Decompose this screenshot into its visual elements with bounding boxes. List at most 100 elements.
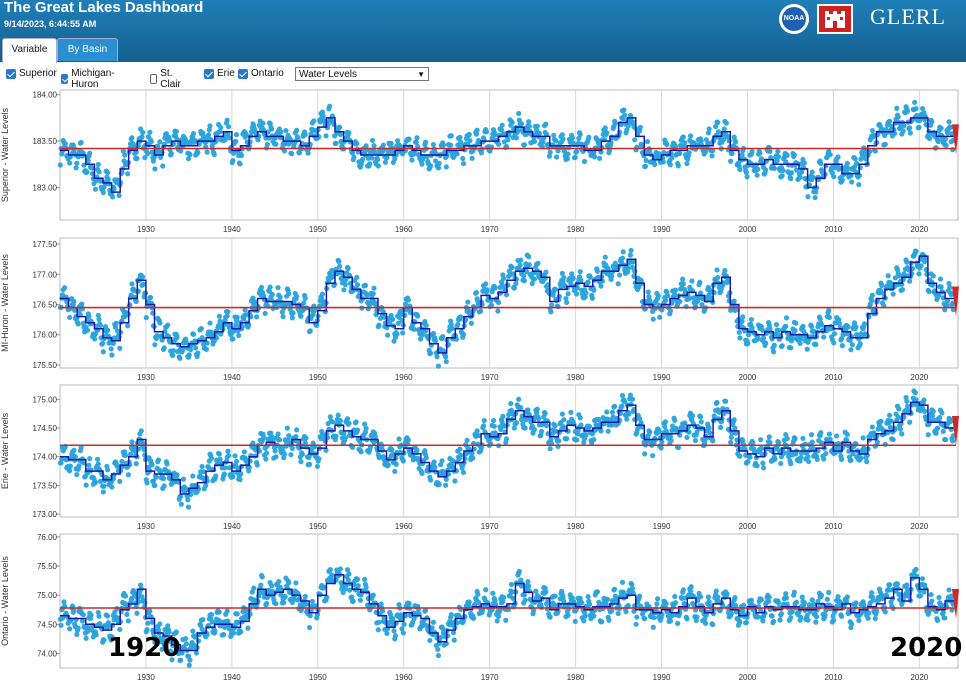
data-point xyxy=(280,314,286,320)
checkbox-erie[interactable]: Erie xyxy=(204,68,235,79)
data-point xyxy=(642,616,648,622)
data-point xyxy=(371,143,377,149)
data-point xyxy=(776,154,782,160)
data-point xyxy=(869,424,876,430)
data-point xyxy=(327,103,333,109)
data-point xyxy=(780,167,786,174)
data-point xyxy=(890,436,896,443)
data-point xyxy=(907,278,913,284)
data-point xyxy=(247,611,253,617)
data-point xyxy=(516,568,522,574)
checkbox-box[interactable] xyxy=(6,68,16,79)
data-point xyxy=(427,637,433,644)
tab-variable[interactable]: Variable xyxy=(2,38,57,63)
data-point xyxy=(185,504,192,510)
data-point xyxy=(145,620,151,626)
data-point xyxy=(276,437,283,443)
variable-select[interactable]: Water Levels ▼ xyxy=(295,67,429,81)
data-point xyxy=(677,150,683,157)
data-point xyxy=(543,121,549,127)
data-point xyxy=(702,620,709,626)
data-point xyxy=(495,308,501,314)
data-point xyxy=(818,592,825,598)
checkbox-superior[interactable]: Superior xyxy=(6,68,57,79)
data-point xyxy=(771,342,777,348)
checkbox-ontario[interactable]: Ontario xyxy=(238,68,284,79)
checkbox-st-clair[interactable]: St. Clair xyxy=(150,68,184,90)
data-point xyxy=(554,154,560,160)
checkbox-box[interactable] xyxy=(238,68,248,79)
data-point xyxy=(333,140,339,146)
data-point xyxy=(869,127,876,134)
data-point xyxy=(577,415,583,421)
data-point xyxy=(205,132,212,138)
dashboard-header: The Great Lakes Dashboard 9/14/2023, 6:4… xyxy=(0,0,966,63)
data-point xyxy=(414,135,420,141)
data-point xyxy=(479,301,485,307)
x-tick-label: 1970 xyxy=(481,373,499,382)
checkbox-box[interactable] xyxy=(150,74,158,84)
noaa-logo[interactable]: NOAA xyxy=(779,4,809,34)
data-point xyxy=(565,151,571,157)
data-point xyxy=(430,619,437,625)
data-point xyxy=(525,578,531,585)
glerl-logo[interactable]: GLERL xyxy=(870,4,946,29)
data-point xyxy=(627,252,633,258)
data-point xyxy=(354,274,360,280)
data-point xyxy=(728,439,734,445)
x-tick-label: 1990 xyxy=(653,225,671,234)
data-point xyxy=(430,142,437,148)
data-point xyxy=(805,454,811,460)
data-point xyxy=(533,588,539,594)
data-point xyxy=(793,167,800,173)
data-point xyxy=(218,331,224,337)
usace-logo[interactable] xyxy=(817,4,853,34)
data-point xyxy=(155,457,162,463)
checkbox-box[interactable] xyxy=(61,74,69,84)
checkbox-michigan-huron[interactable]: Michigan-Huron xyxy=(61,68,117,90)
data-point xyxy=(577,131,583,137)
data-point xyxy=(111,186,117,192)
data-point xyxy=(578,277,584,283)
data-point xyxy=(947,284,953,291)
data-point xyxy=(87,456,93,462)
data-point xyxy=(267,284,273,290)
data-point xyxy=(75,321,81,327)
data-point xyxy=(913,248,919,254)
data-point xyxy=(149,462,155,468)
data-point xyxy=(515,127,521,133)
data-point xyxy=(178,148,184,154)
data-point xyxy=(574,291,580,297)
data-point xyxy=(232,453,238,459)
data-point xyxy=(464,437,470,443)
tab-by-basin[interactable]: By Basin xyxy=(57,38,118,61)
data-point xyxy=(933,145,939,151)
data-point xyxy=(481,418,487,424)
chart-panel-2: 1930 1940 1950 1960 1970 1980 1990 2000 2010 2020… xyxy=(0,384,959,531)
data-point xyxy=(818,430,824,436)
data-point xyxy=(293,434,299,440)
data-point xyxy=(314,463,321,470)
data-point xyxy=(709,153,715,159)
data-point xyxy=(273,601,279,607)
y-tick-label: 177.00 xyxy=(33,270,58,279)
x-tick-label: 2010 xyxy=(824,673,842,682)
data-point xyxy=(73,165,79,171)
data-point xyxy=(218,124,224,131)
data-point xyxy=(668,437,674,444)
data-point xyxy=(440,142,447,148)
data-point xyxy=(707,430,713,436)
data-point xyxy=(419,470,425,477)
data-point xyxy=(243,133,250,139)
y-tick-label: 184.00 xyxy=(33,91,58,100)
checkbox-box[interactable] xyxy=(204,68,214,79)
data-point xyxy=(207,320,213,326)
y-tick-label: 76.00 xyxy=(37,533,58,542)
data-point xyxy=(190,628,196,634)
data-point xyxy=(929,119,935,125)
data-point xyxy=(582,294,588,300)
data-point xyxy=(117,345,123,351)
data-point xyxy=(845,324,851,330)
data-point xyxy=(335,412,341,418)
data-point xyxy=(299,451,305,457)
